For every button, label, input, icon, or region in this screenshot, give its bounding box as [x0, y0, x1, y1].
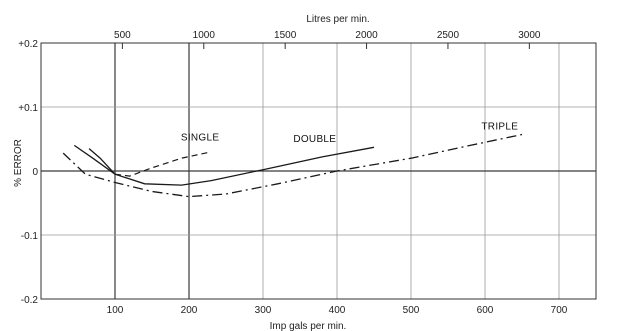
x-tick-label: 700	[551, 305, 568, 316]
x-tick-label: 200	[181, 305, 198, 316]
x2-tick-labels: 500 1000 1500 2000 2500 3000	[114, 30, 541, 49]
series-line-double	[73, 144, 375, 186]
y-tick-labels: +0.2 +0.1 0 -0.1 -0.2	[18, 39, 38, 306]
y-tick-label: -0.2	[21, 295, 39, 306]
series-line-triple	[62, 133, 523, 198]
grid	[41, 43, 596, 299]
series-labels: SINGLE DOUBLE TRIPLE	[181, 121, 518, 145]
x-tick-label: 100	[107, 305, 124, 316]
x2-axis-title: Litres per min.	[306, 14, 369, 25]
series-line-single	[88, 148, 116, 175]
series-label-double: DOUBLE	[293, 134, 336, 145]
series-line-single-dashed	[114, 151, 212, 177]
series-label-triple: TRIPLE	[481, 121, 518, 132]
x2-tick-label: 2000	[355, 30, 378, 41]
x-tick-label: 300	[255, 305, 272, 316]
x2-tick-label: 3000	[518, 30, 541, 41]
series-label-single: SINGLE	[181, 132, 220, 143]
x-axis-title: Imp gals per min.	[270, 321, 347, 331]
y-tick-label: +0.1	[18, 103, 38, 114]
series-lines	[62, 133, 523, 198]
x-tick-label: 600	[477, 305, 494, 316]
y-tick-label: 0	[32, 167, 38, 178]
x-tick-labels: 100 200 300 400 500 600 700	[107, 305, 568, 316]
x2-tick-label: 500	[114, 30, 131, 41]
x2-tick-label: 2500	[437, 30, 460, 41]
y-axis-title: % ERROR	[13, 139, 24, 187]
y-tick-label: -0.1	[21, 231, 39, 242]
x2-tick-label: 1500	[274, 30, 297, 41]
plot-frame	[40, 42, 597, 300]
y-tick-label: +0.2	[18, 39, 38, 50]
x2-tick-label: 1000	[193, 30, 216, 41]
x-tick-label: 500	[403, 305, 420, 316]
x-tick-label: 400	[329, 305, 346, 316]
